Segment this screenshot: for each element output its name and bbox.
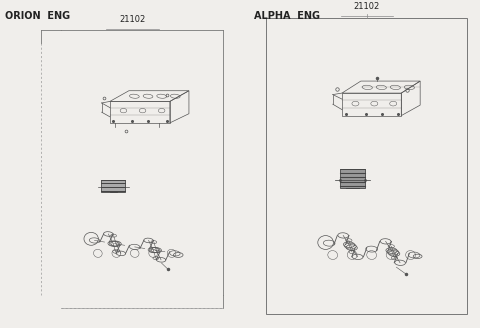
Text: ALPHA  ENG: ALPHA ENG	[254, 11, 320, 21]
Bar	[266, 18, 468, 315]
Bar	[101, 180, 125, 193]
Bar	[340, 169, 365, 188]
Text: 21102: 21102	[354, 2, 380, 11]
Text: ORION  ENG: ORION ENG	[5, 11, 71, 21]
Text: 21102: 21102	[119, 15, 145, 24]
